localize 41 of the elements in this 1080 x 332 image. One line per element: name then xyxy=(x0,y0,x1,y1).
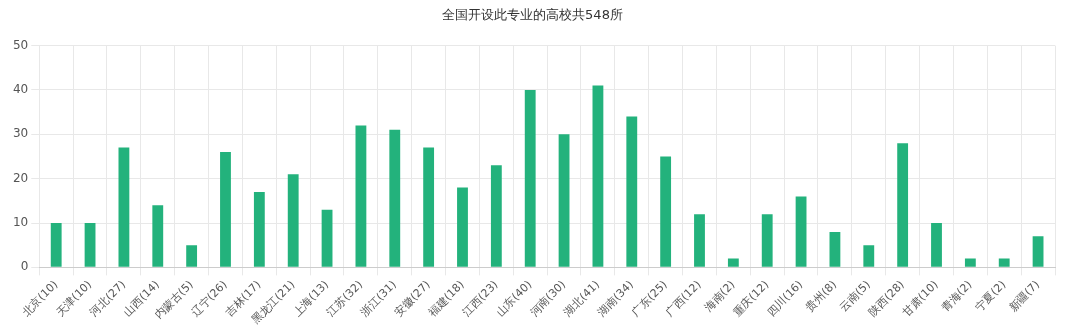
bar xyxy=(321,209,333,267)
bar xyxy=(727,258,739,267)
y-tick-label: 0 xyxy=(20,259,29,274)
bar xyxy=(626,116,638,267)
bar xyxy=(660,156,672,267)
bar xyxy=(761,214,773,267)
bar xyxy=(863,245,875,267)
y-tick-label: 20 xyxy=(12,170,29,185)
bar xyxy=(931,223,942,267)
bar xyxy=(795,196,807,267)
bar xyxy=(829,231,841,267)
bar xyxy=(253,191,265,267)
bar xyxy=(423,147,435,267)
bar xyxy=(592,85,604,267)
bar xyxy=(694,214,705,267)
y-tick-label: 40 xyxy=(12,82,29,97)
bar xyxy=(84,223,96,267)
x-tick-label: 贵州(8) xyxy=(803,277,840,314)
x-tick-label: 青海(2) xyxy=(938,277,975,314)
bar xyxy=(50,223,62,267)
bar xyxy=(118,147,130,267)
bar xyxy=(897,143,909,267)
bar xyxy=(389,129,401,267)
y-tick-label: 50 xyxy=(12,37,29,52)
bar xyxy=(355,125,367,267)
chart-title: 全国开设此专业的高校共548所 xyxy=(442,7,623,23)
y-tick-label: 30 xyxy=(12,126,29,141)
bar xyxy=(287,174,299,267)
bar xyxy=(964,258,976,267)
bar xyxy=(457,187,468,267)
bar xyxy=(998,258,1010,267)
bar xyxy=(220,152,231,267)
bar xyxy=(524,89,536,267)
bar xyxy=(1032,236,1044,267)
bar xyxy=(490,165,502,267)
y-tick-label: 10 xyxy=(12,215,29,230)
bar xyxy=(558,134,570,267)
bar xyxy=(186,245,198,267)
bar xyxy=(152,205,164,267)
x-tick-label: 新疆(7) xyxy=(1006,277,1043,314)
x-tick-label: 宁夏(2) xyxy=(972,277,1009,314)
